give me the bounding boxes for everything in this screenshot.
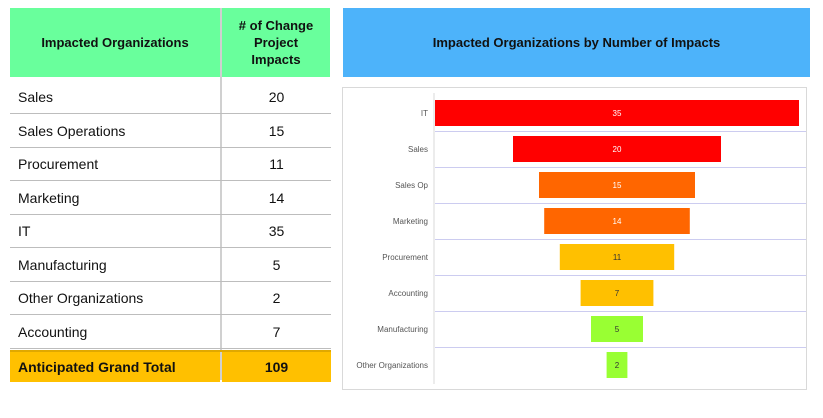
category-label: Other Organizations — [356, 361, 428, 370]
category-label: Procurement — [382, 253, 429, 262]
org-name: Other Organizations — [18, 290, 144, 306]
category-label: Manufacturing — [377, 325, 428, 334]
header-impacts: # of Change Project Impacts — [222, 8, 330, 77]
org-name: IT — [18, 223, 31, 239]
org-name: Sales Operations — [18, 122, 126, 139]
org-name: Sales — [18, 89, 54, 105]
data-label: 2 — [615, 361, 620, 370]
funnel-bar — [591, 316, 643, 342]
funnel-chart-svg: IT 35 Sales 20 Sales Op 15 Marketing 14 Procurem… — [356, 93, 806, 384]
org-name: Procurement — [18, 156, 99, 172]
impact-count: 7 — [272, 323, 281, 340]
funnel-bar — [559, 244, 675, 270]
org-name: Marketing — [18, 189, 80, 206]
category-label: Accounting — [388, 289, 428, 298]
org-name: Manufacturing — [18, 256, 107, 273]
funnel-bar — [606, 352, 628, 378]
grand-total-label: Anticipated Grand Total — [10, 352, 220, 382]
data-label: 20 — [613, 145, 622, 154]
category-label: Sales Op — [395, 181, 428, 190]
data-label: 5 — [615, 325, 620, 334]
impact-count: 15 — [268, 122, 285, 139]
data-label: 11 — [613, 253, 622, 262]
category-label: IT — [421, 109, 428, 118]
impact-count: 2 — [272, 290, 281, 306]
category-label: Marketing — [393, 217, 428, 226]
org-name: Accounting — [18, 323, 88, 340]
header-impacted-organizations: Impacted Organizations — [10, 8, 220, 77]
category-label: Sales — [408, 145, 428, 154]
impact-count: 35 — [268, 223, 285, 239]
funnel-bar — [539, 172, 695, 198]
data-label: 7 — [615, 289, 620, 298]
funnel-bar — [435, 100, 799, 126]
data-label: 35 — [613, 109, 622, 118]
impact-count: 5 — [272, 256, 281, 273]
impact-count: 11 — [269, 156, 284, 172]
table-row: Manufacturing 5 — [10, 248, 331, 282]
funnel-bar — [513, 136, 721, 162]
data-label: 15 — [613, 181, 622, 190]
funnel-chart: IT 35 Sales 20 Sales Op 15 Marketing 14 Procurem… — [342, 87, 807, 390]
column-divider — [220, 8, 222, 380]
table-row: Marketing 14 — [10, 181, 331, 215]
grand-total-row: Anticipated Grand Total 109 — [10, 350, 331, 382]
table-row: Other Organizations 2 — [10, 281, 331, 315]
funnel-bar — [580, 280, 654, 306]
impact-count: 14 — [268, 189, 285, 206]
grand-total-value: 109 — [222, 352, 331, 382]
data-label: 14 — [613, 217, 622, 226]
chart-title: Impacted Organizations by Number of Impa… — [343, 8, 810, 77]
funnel-bar — [544, 208, 690, 234]
impact-count: 20 — [268, 89, 285, 105]
table-row: IT 35 — [10, 214, 331, 248]
table-row: Procurement 11 — [10, 147, 331, 181]
table-row: Sales Operations 15 — [10, 114, 331, 148]
table-row: Accounting 7 — [10, 315, 331, 349]
table-row: Sales 20 — [10, 80, 331, 114]
